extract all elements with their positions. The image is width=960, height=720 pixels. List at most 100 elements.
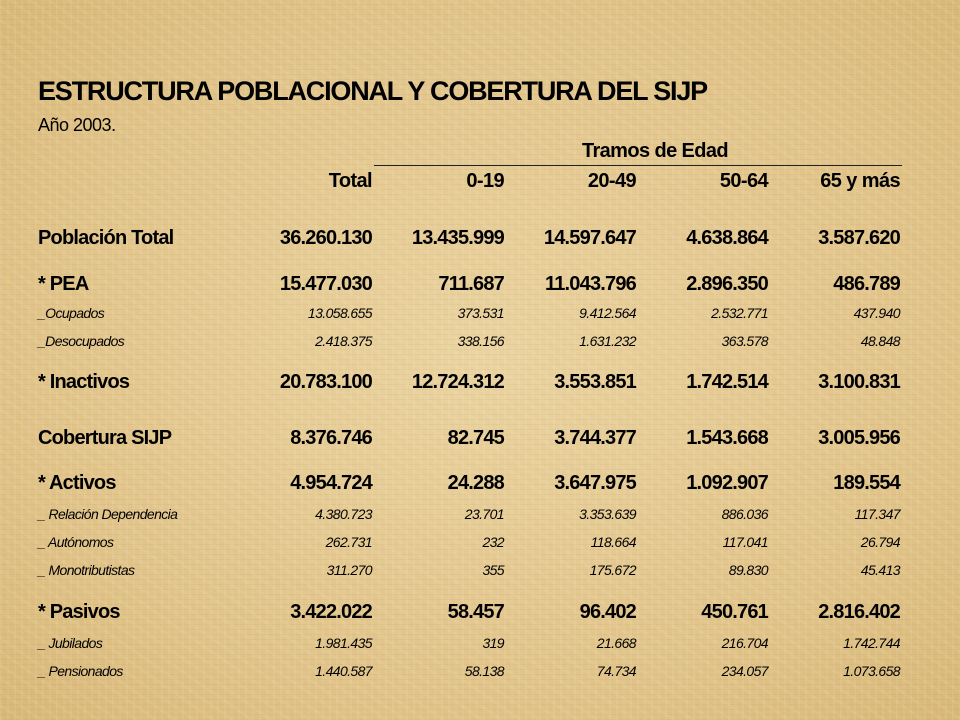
table-row-inactivos: * Inactivos 20.783.100 12.724.312 3.553.… — [0, 368, 960, 396]
table-cell: 886.036 — [721, 506, 769, 522]
table-cell: 437.940 — [853, 305, 901, 321]
table-cell: 118.664 — [590, 534, 637, 550]
column-header-0-19: 0-19 — [466, 170, 504, 192]
table-cell: 11.043.796 — [545, 273, 637, 295]
group-header-rule — [374, 165, 902, 166]
table-cell: 45.413 — [860, 562, 901, 578]
table-cell: 1.742.744 — [843, 635, 900, 651]
table-cell: 13.435.999 — [411, 227, 505, 249]
column-header-65-plus: 65 y más — [820, 170, 900, 192]
table-row-pasivos: * Pasivos 3.422.022 58.457 96.402 450.76… — [0, 598, 960, 626]
table-cell: 23.701 — [464, 506, 505, 522]
table-cell: 450.761 — [701, 601, 769, 623]
table-row-activos: * Activos 4.954.724 24.288 3.647.975 1.0… — [0, 469, 960, 497]
table-cell: 2.896.350 — [686, 273, 769, 295]
table-cell: 89.830 — [728, 562, 769, 578]
table-cell: 1.742.514 — [686, 371, 769, 393]
table-row-pensionados: _ Pensionados 1.440.587 58.138 74.734 23… — [0, 657, 960, 685]
table-cell: 1.440.587 — [315, 663, 372, 679]
row-label: * Activos — [38, 472, 116, 494]
table-cell: 15.477.030 — [279, 273, 373, 295]
row-label: _ Relación Dependencia — [38, 506, 178, 522]
table-cell: 21.668 — [596, 635, 637, 651]
table-cell: 2.816.402 — [818, 601, 901, 623]
row-label: _Desocupados — [38, 333, 125, 349]
table-cell: 3.647.975 — [554, 472, 637, 494]
table-cell: 216.704 — [721, 635, 769, 651]
table-cell: 13.058.655 — [307, 305, 373, 321]
table-cell: 1.631.232 — [579, 333, 636, 349]
table-row-relacion-dependencia: _ Relación Dependencia 4.380.723 23.701 … — [0, 500, 960, 528]
table-cell: 26.794 — [860, 534, 901, 550]
table-cell: 3.422.022 — [290, 601, 373, 623]
table-row-jubilados: _ Jubilados 1.981.435 319 21.668 216.704… — [0, 629, 960, 657]
table-cell: 12.724.312 — [411, 371, 505, 393]
row-label: _ Autónomos — [38, 534, 114, 550]
table-cell: 175.672 — [589, 562, 637, 578]
table-row-poblacion-total: Población Total 36.260.130 13.435.999 14… — [0, 224, 960, 252]
table-cell: 3.100.831 — [818, 371, 901, 393]
row-label: * PEA — [38, 273, 89, 295]
table-cell: 262.731 — [325, 534, 373, 550]
row-label: _ Monotributistas — [38, 562, 135, 578]
table-row-cobertura-sijp: Cobertura SIJP 8.376.746 82.745 3.744.37… — [0, 424, 960, 452]
table-cell: 4.638.864 — [686, 227, 769, 249]
slide-subtitle: Año 2003. — [38, 115, 116, 135]
table-cell: 311.270 — [326, 562, 373, 578]
table-cell: 96.402 — [579, 601, 637, 623]
slide-title: ESTRUCTURA POBLACIONAL Y COBERTURA DEL S… — [38, 76, 708, 106]
table-cell: 1.543.668 — [686, 427, 769, 449]
table-cell: 711.687 — [438, 273, 504, 295]
table-cell: 3.353.639 — [579, 506, 636, 522]
table-cell: 14.597.647 — [543, 227, 637, 249]
table-cell: 117.041 — [722, 534, 769, 550]
table-cell: 355 — [482, 562, 504, 578]
table-cell: 8.376.746 — [290, 427, 373, 449]
table-cell: 189.554 — [833, 472, 901, 494]
row-label: _ Jubilados — [38, 635, 103, 651]
table-row-pea: * PEA 15.477.030 711.687 11.043.796 2.89… — [0, 270, 960, 298]
row-label: * Pasivos — [38, 601, 121, 623]
table-cell: 373.531 — [457, 305, 505, 321]
table-cell: 20.783.100 — [279, 371, 373, 393]
table-cell: 232 — [482, 534, 504, 550]
column-header-total: Total — [328, 170, 373, 192]
table-cell: 2.532.771 — [711, 305, 768, 321]
table-cell: 58.138 — [464, 663, 505, 679]
row-label: Población Total — [38, 227, 174, 249]
table-cell: 363.578 — [721, 333, 769, 349]
table-cell: 58.457 — [447, 601, 505, 623]
table-cell: 82.745 — [447, 427, 505, 449]
row-label: _ Pensionados — [38, 663, 123, 679]
table-cell: 36.260.130 — [279, 227, 373, 249]
table-cell: 3.587.620 — [818, 227, 901, 249]
table-cell: 48.848 — [860, 333, 901, 349]
row-label: Cobertura SIJP — [38, 427, 172, 449]
group-header-age-brackets: Tramos de Edad — [581, 140, 729, 162]
table-cell: 4.380.723 — [315, 506, 372, 522]
table-cell: 486.789 — [833, 273, 901, 295]
table-cell: 234.057 — [721, 663, 769, 679]
table-cell: 9.412.564 — [579, 305, 636, 321]
table-row-desocupados: _Desocupados 2.418.375 338.156 1.631.232… — [0, 327, 960, 355]
table-cell: 117.347 — [854, 506, 901, 522]
row-label: * Inactivos — [38, 371, 130, 393]
table-cell: 3.553.851 — [554, 371, 637, 393]
table-cell: 24.288 — [447, 472, 505, 494]
table-row-autonomos: _ Autónomos 262.731 232 118.664 117.041 … — [0, 528, 960, 556]
table-cell: 4.954.724 — [290, 472, 373, 494]
table-cell: 1.073.658 — [843, 663, 900, 679]
table-cell: 1.981.435 — [315, 635, 372, 651]
table-cell: 1.092.907 — [686, 472, 769, 494]
table-cell: 338.156 — [457, 333, 505, 349]
table-cell: 3.744.377 — [554, 427, 637, 449]
row-label: _Ocupados — [38, 305, 105, 321]
table-cell: 74.734 — [596, 663, 637, 679]
table-cell: 3.005.956 — [818, 427, 901, 449]
column-header-50-64: 50-64 — [719, 170, 769, 192]
table-cell: 319 — [482, 635, 504, 651]
table-row-monotributistas: _ Monotributistas 311.270 355 175.672 89… — [0, 556, 960, 584]
table-row-ocupados: _Ocupados 13.058.655 373.531 9.412.564 2… — [0, 299, 960, 327]
column-header-20-49: 20-49 — [587, 170, 637, 192]
